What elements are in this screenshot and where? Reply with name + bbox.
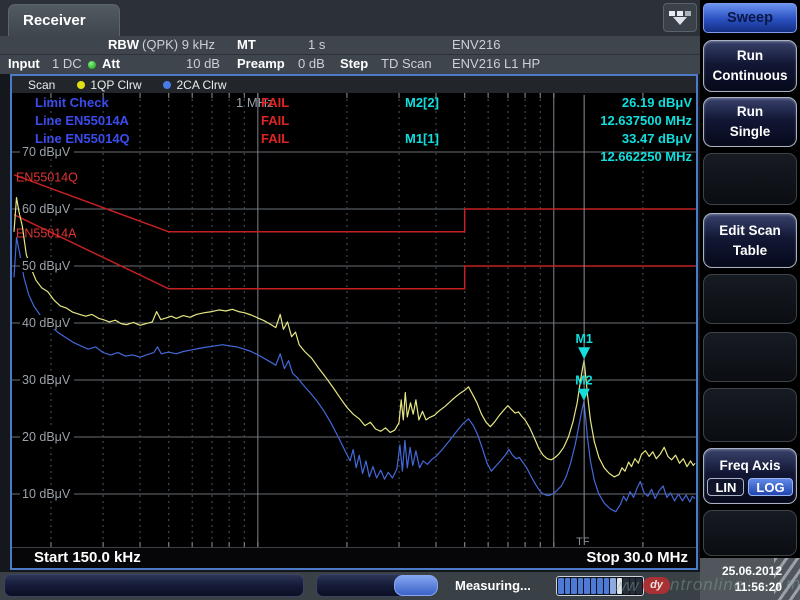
step-value[interactable]: TD Scan	[381, 56, 432, 71]
softkey-blank[interactable]	[703, 510, 797, 556]
measurement-window: Scan 1QP Clrw 2CA Clrw EN55014Q EN55014A 7…	[10, 74, 698, 570]
svg-text:40 dBμV: 40 dBμV	[22, 316, 71, 330]
spectrum-chart: EN55014Q EN55014A 70 dBμV 60 dBμV 50 dBμV 40 …	[12, 93, 696, 547]
svg-text:30 dBμV: 30 dBμV	[22, 373, 71, 387]
svg-text:EN55014Q: EN55014Q	[16, 171, 78, 185]
frequency-range-bar: Start 150.0 kHz Stop 30.0 MHz	[12, 547, 696, 568]
freq-axis-log-toggle[interactable]: LOG	[748, 478, 793, 497]
svg-text:EN55014A: EN55014A	[16, 227, 77, 241]
trace1-label[interactable]: 1QP Clrw	[90, 77, 142, 92]
att-value[interactable]: 10 dB	[186, 56, 220, 71]
svg-text:M2: M2	[575, 374, 592, 388]
softkey-freq-axis[interactable]: Freq Axis LIN LOG	[703, 448, 797, 504]
svg-text:70 dBμV: 70 dBμV	[22, 145, 71, 159]
softkey-blank[interactable]	[703, 388, 797, 442]
grip-stripes-icon	[774, 558, 800, 600]
status-button[interactable]	[4, 574, 304, 597]
trace1-dot-icon	[77, 80, 86, 89]
stop-frequency[interactable]: Stop 30.0 MHz	[586, 549, 688, 566]
settings-row-1: RBW (QPK) 9 kHz MT 1 s ENV216	[0, 36, 700, 55]
tab-receiver[interactable]: Receiver	[8, 4, 120, 36]
softkey-run-continuous[interactable]: Run Continuous	[703, 40, 797, 92]
preamp-label[interactable]: Preamp	[237, 56, 285, 71]
preamp-value[interactable]: 0 dB	[298, 56, 325, 71]
mt-value[interactable]: 1 s	[308, 37, 326, 52]
softkey-blank[interactable]	[703, 153, 797, 205]
svg-text:20 dBμV: 20 dBμV	[22, 430, 71, 444]
input-active-led-icon	[88, 61, 96, 69]
svg-text:50 dBμV: 50 dBμV	[22, 259, 71, 273]
softkey-menu-title[interactable]: Sweep	[703, 3, 797, 33]
status-indicator-pill	[394, 575, 438, 596]
time-display: 11:56:20	[734, 580, 782, 595]
device-mode: ENV216 L1 HP	[452, 56, 541, 71]
rbw-value[interactable]: (QPK) 9 kHz	[142, 37, 215, 52]
scan-progress-bar	[556, 576, 644, 596]
svg-text:M1: M1	[575, 332, 592, 346]
datetime-box: 25.06.2012 11:56:20	[700, 558, 800, 600]
scan-header-bar: Scan 1QP Clrw 2CA Clrw	[12, 76, 696, 93]
input-label[interactable]: Input	[8, 56, 40, 71]
rbw-label[interactable]: RBW	[108, 37, 140, 52]
tab-receiver-label: Receiver	[23, 12, 86, 29]
svg-text:60 dBμV: 60 dBμV	[22, 202, 71, 216]
measuring-status: Measuring...	[455, 578, 531, 593]
att-label[interactable]: Att	[102, 56, 121, 71]
device-name: ENV216	[452, 37, 501, 52]
status-bar: Measuring...	[0, 572, 700, 600]
trace2-dot-icon	[163, 80, 172, 89]
softkey-edit-scan-table[interactable]: Edit Scan Table	[703, 213, 797, 268]
trace2-label[interactable]: 2CA Clrw	[176, 77, 227, 92]
start-frequency[interactable]: Start 150.0 kHz	[34, 549, 141, 566]
tab-bar: Receiver	[0, 0, 700, 36]
mt-label[interactable]: MT	[237, 37, 256, 52]
softkey-blank[interactable]	[703, 332, 797, 382]
softkey-blank[interactable]	[703, 274, 797, 324]
softkey-menu: Sweep Run Continuous Run Single Edit Sca…	[700, 0, 800, 558]
svg-text:TF: TF	[576, 536, 590, 547]
softkey-run-single[interactable]: Run Single	[703, 97, 797, 147]
window-tiles-icon	[669, 10, 691, 16]
window-arrange-icon[interactable]	[663, 3, 697, 32]
date-display: 25.06.2012	[721, 564, 782, 578]
scan-title: Scan	[28, 77, 56, 92]
settings-row-2: Input 1 DC Att 10 dB Preamp 0 dB Step TD…	[0, 55, 700, 74]
svg-text:10 dBμV: 10 dBμV	[22, 487, 71, 501]
spectrum-plot[interactable]: EN55014Q EN55014A 70 dBμV 60 dBμV 50 dBμV 40 …	[12, 93, 696, 547]
freq-axis-lin-toggle[interactable]: LIN	[707, 478, 745, 497]
input-value[interactable]: 1 DC	[52, 56, 82, 71]
chevron-down-icon	[673, 16, 687, 25]
freq-axis-label: Freq Axis	[719, 457, 781, 473]
step-label[interactable]: Step	[340, 56, 369, 71]
